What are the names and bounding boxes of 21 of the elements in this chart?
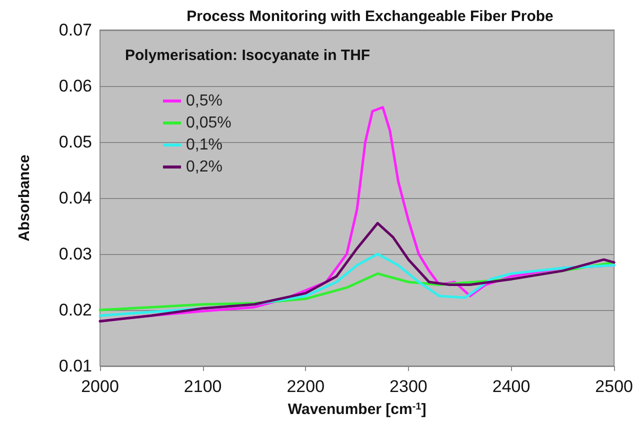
annotation: Polymerisation: Isocyanate in THF bbox=[125, 47, 370, 64]
y-tick-label: 0.01 bbox=[58, 356, 92, 376]
y-tick-label: 0.03 bbox=[58, 244, 92, 264]
x-tick-label: 2100 bbox=[184, 377, 222, 396]
x-tick-label: 2400 bbox=[492, 377, 530, 396]
y-tick-label: 0.07 bbox=[58, 20, 92, 40]
legend-label: 0,05% bbox=[186, 114, 232, 132]
x-tick-label: 2000 bbox=[81, 377, 119, 396]
chart-title: Process Monitoring with Exchangeable Fiber Probe bbox=[186, 8, 554, 25]
y-tick-label: 0.06 bbox=[58, 76, 92, 96]
y-tick-label: 0.04 bbox=[58, 188, 92, 208]
line-series bbox=[98, 222, 616, 322]
x-tick-label: 2500 bbox=[595, 377, 634, 396]
y-tick-label: 0.02 bbox=[58, 300, 92, 320]
x-tick-label: 2300 bbox=[390, 377, 428, 396]
legend-label: 0,5% bbox=[186, 92, 222, 110]
y-axis-title: Absorbance bbox=[16, 154, 33, 242]
legend-label: 0,1% bbox=[186, 136, 222, 154]
x-tick-label: 2200 bbox=[286, 377, 325, 396]
legend-label: 0,2% bbox=[186, 158, 222, 176]
y-tick-label: 0.05 bbox=[58, 132, 92, 152]
